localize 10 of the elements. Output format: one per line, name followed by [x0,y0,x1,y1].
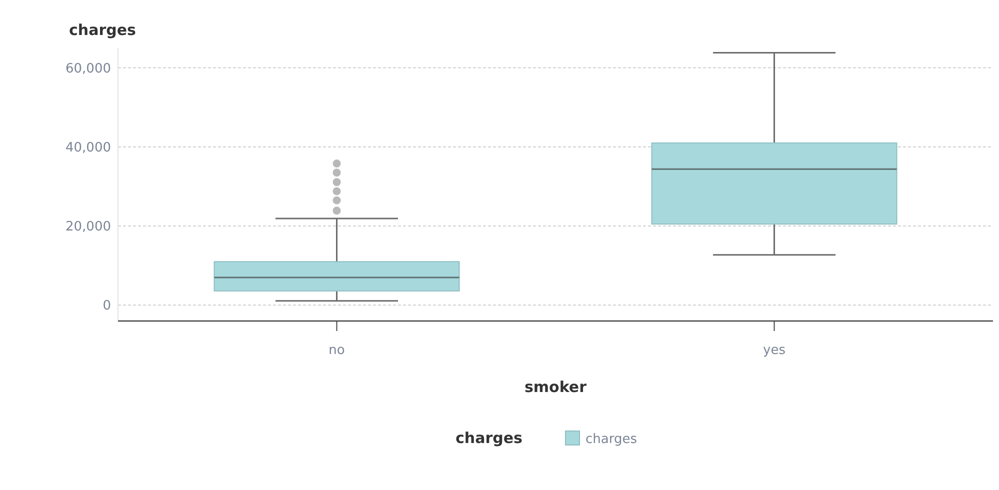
y-tick-label: 60,000 [66,61,111,76]
x-tick-label: yes [763,343,786,358]
y-tick-label: 20,000 [66,220,111,235]
x-axis-title: smoker [524,378,588,396]
y-tick-label: 0 [102,298,111,314]
y-tick-label: 40,000 [66,140,111,156]
y-axis-title: charges [69,21,136,39]
legend-title: charges [456,429,522,447]
x-tick-label: no [328,343,345,358]
legend-label: charges [586,432,638,447]
